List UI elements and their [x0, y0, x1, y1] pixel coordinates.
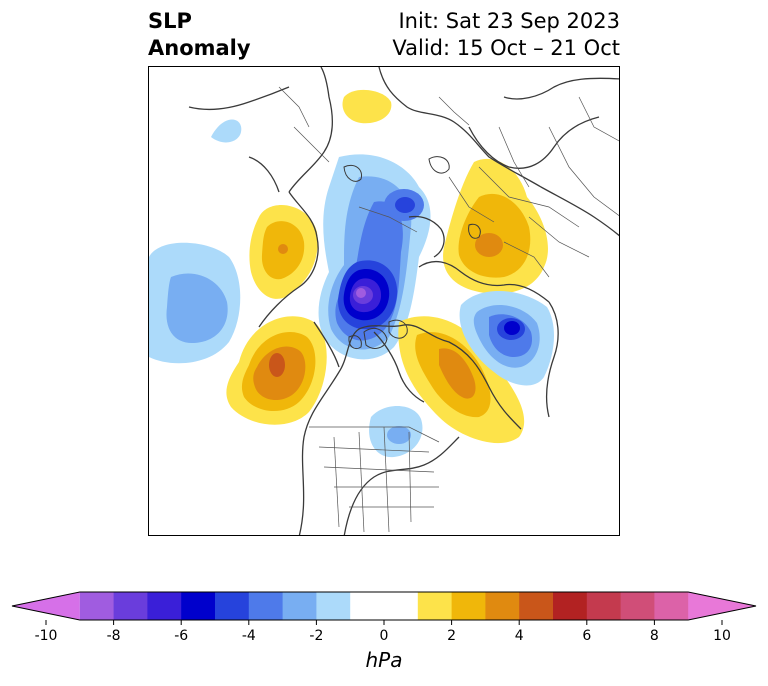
colorbar-bin	[12, 592, 80, 620]
political-borders	[278, 86, 619, 533]
colorbar-tick-label: -2	[309, 628, 324, 644]
asia-low	[459, 290, 555, 386]
alaska-ridge	[249, 205, 318, 299]
colorbar-tick-label: -6	[174, 628, 189, 644]
colorbar-bin	[417, 592, 453, 620]
siberia-high	[443, 158, 548, 294]
anomaly-contours	[149, 89, 555, 458]
colorbar-tick-label: 2	[447, 628, 457, 644]
colorbar-bin	[113, 592, 148, 620]
colorbar-tick-label: -8	[106, 628, 121, 644]
colorbar-tick-label: 8	[649, 628, 659, 644]
colorbar-outline	[11, 591, 757, 621]
colorbar-bin	[620, 592, 655, 620]
valid-range: Valid: 15 Oct – 21 Oct	[392, 36, 620, 60]
colorbar-bin	[586, 592, 622, 620]
colorbar-tick-label: -4	[241, 628, 256, 644]
init-date: Init: Sat 23 Sep 2023	[398, 9, 620, 33]
arctic-islands	[343, 156, 481, 350]
colorbar-bin	[519, 592, 554, 620]
title-line-slp: SLP	[148, 9, 192, 33]
map-panel	[148, 66, 620, 536]
scandinavia-high	[342, 89, 392, 124]
date-info: Init: Sat 23 Sep 2023 Valid: 15 Oct – 21…	[392, 8, 620, 62]
polar-map	[149, 67, 619, 535]
map-title: SLP Anomaly	[148, 8, 251, 62]
colorbar-bin	[654, 592, 689, 620]
colorbar-bin	[451, 592, 486, 620]
colorbar-bin	[350, 592, 419, 620]
colorbar-tick-label: -10	[34, 628, 58, 644]
colorbar-bin	[688, 592, 756, 620]
pacific-low	[149, 242, 241, 364]
atlantic-high	[398, 316, 525, 444]
colorbar-tick-label: 10	[713, 628, 731, 644]
coastlines	[188, 67, 619, 535]
colorbar-units: hPa	[365, 648, 403, 672]
colorbar-tick-label: 6	[582, 628, 592, 644]
small-low-northwest	[211, 119, 242, 143]
westcoast-high	[226, 316, 327, 425]
colorbar-bin	[485, 592, 520, 620]
colorbar-bin	[282, 592, 317, 620]
colorbar-bin	[316, 592, 351, 620]
colorbar-bin	[79, 592, 115, 620]
colorbar-bin	[181, 592, 216, 620]
colorbar-bin	[147, 592, 182, 620]
colorbar-bin	[215, 592, 250, 620]
colorbar-bin	[248, 592, 284, 620]
colorbar-bin	[553, 592, 588, 620]
arctic-low	[318, 154, 431, 360]
colorbar-tick-label: 4	[514, 628, 524, 644]
colorbar	[11, 591, 757, 625]
title-line-anomaly: Anomaly	[148, 36, 251, 60]
colorbar-tick-label: 0	[379, 628, 389, 644]
